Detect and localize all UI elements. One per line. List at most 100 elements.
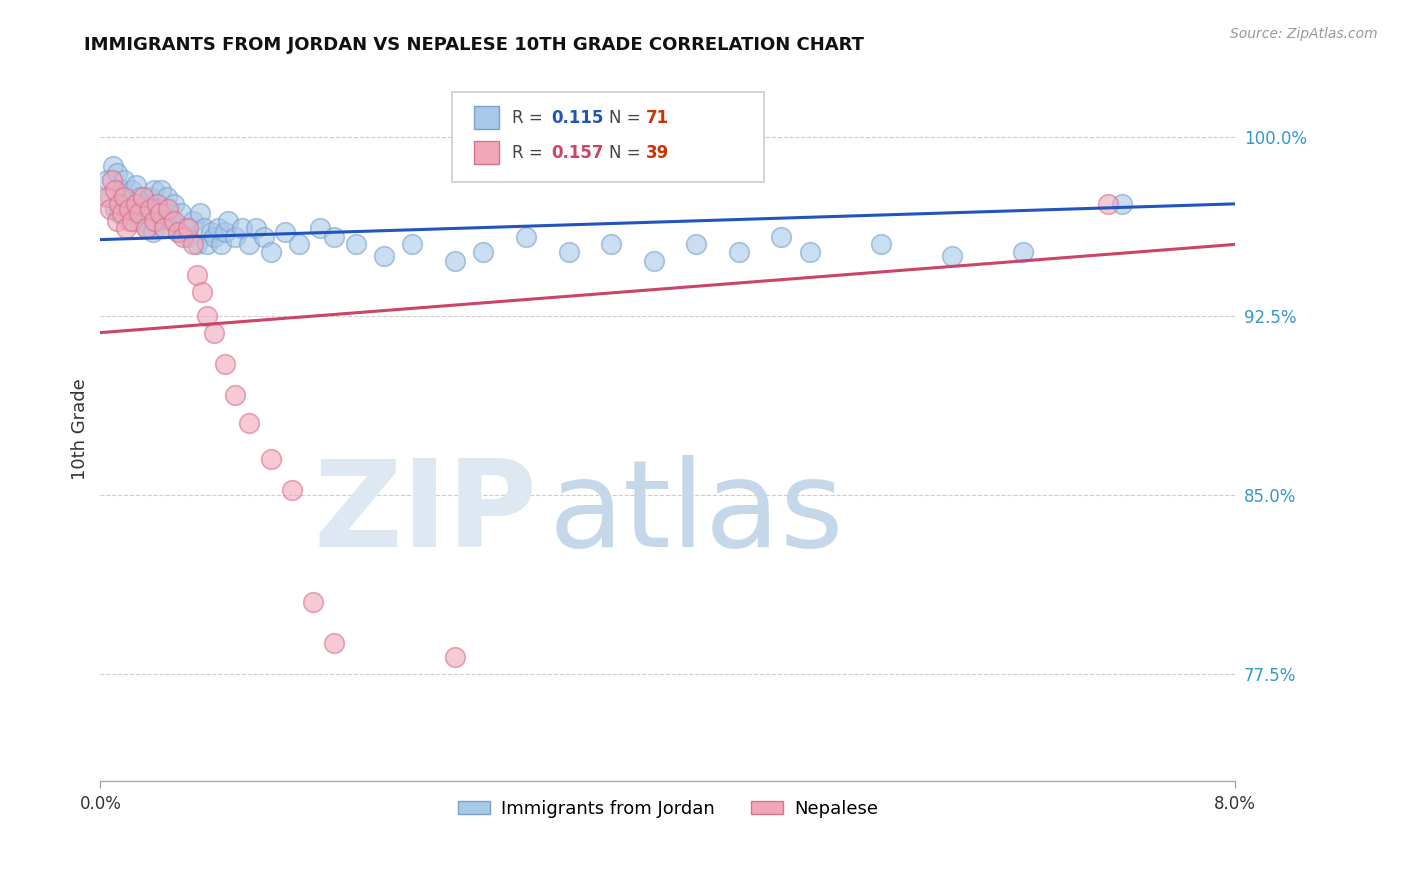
Text: R =: R = bbox=[512, 144, 548, 161]
Point bbox=[195, 309, 218, 323]
Text: R =: R = bbox=[512, 109, 548, 127]
Point bbox=[444, 254, 467, 268]
Point bbox=[128, 213, 150, 227]
Point bbox=[214, 357, 236, 371]
Point bbox=[259, 244, 281, 259]
Text: IMMIGRANTS FROM JORDAN VS NEPALESE 10TH GRADE CORRELATION CHART: IMMIGRANTS FROM JORDAN VS NEPALESE 10TH … bbox=[84, 36, 865, 54]
Point bbox=[167, 226, 190, 240]
Point bbox=[344, 237, 367, 252]
Point bbox=[118, 202, 141, 216]
Point bbox=[186, 268, 208, 283]
Point bbox=[323, 230, 346, 244]
Point bbox=[157, 206, 180, 220]
Point bbox=[245, 220, 267, 235]
Point bbox=[149, 202, 172, 216]
Point bbox=[191, 285, 214, 299]
Text: N =: N = bbox=[609, 109, 645, 127]
Point bbox=[163, 197, 186, 211]
Point bbox=[115, 197, 138, 211]
Point bbox=[139, 190, 162, 204]
Point bbox=[186, 237, 208, 252]
Point bbox=[195, 237, 218, 252]
Point bbox=[121, 213, 143, 227]
Point bbox=[143, 182, 166, 196]
Point bbox=[214, 226, 236, 240]
Point bbox=[142, 226, 165, 240]
Point bbox=[172, 230, 194, 244]
Point bbox=[156, 190, 179, 204]
Point bbox=[869, 237, 891, 252]
Point bbox=[115, 220, 138, 235]
Point bbox=[200, 226, 222, 240]
Point bbox=[323, 635, 346, 649]
Point bbox=[799, 244, 821, 259]
Point bbox=[281, 483, 304, 497]
Text: 71: 71 bbox=[647, 109, 669, 127]
Point bbox=[231, 220, 253, 235]
Point bbox=[1111, 197, 1133, 211]
Point bbox=[181, 213, 204, 227]
Point bbox=[472, 244, 495, 259]
Point bbox=[146, 197, 169, 211]
Text: N =: N = bbox=[609, 144, 645, 161]
Point bbox=[111, 182, 134, 196]
Text: 39: 39 bbox=[647, 144, 669, 161]
FancyBboxPatch shape bbox=[474, 142, 499, 164]
Point bbox=[157, 202, 180, 216]
Point bbox=[100, 173, 122, 187]
Text: 0.115: 0.115 bbox=[551, 109, 603, 127]
Point bbox=[125, 197, 148, 211]
Point bbox=[515, 230, 537, 244]
Point bbox=[557, 244, 579, 259]
Text: atlas: atlas bbox=[548, 455, 844, 572]
Point bbox=[125, 178, 148, 192]
Point bbox=[643, 254, 665, 268]
Point bbox=[163, 213, 186, 227]
Point bbox=[153, 220, 176, 235]
Point bbox=[103, 202, 125, 216]
Point bbox=[941, 249, 963, 263]
Point bbox=[135, 220, 157, 235]
Point bbox=[114, 173, 136, 187]
Point bbox=[188, 206, 211, 220]
Point bbox=[111, 206, 134, 220]
Text: ZIP: ZIP bbox=[314, 455, 537, 572]
Point bbox=[177, 230, 200, 244]
Point bbox=[1011, 244, 1033, 259]
Point bbox=[132, 206, 155, 220]
Point bbox=[193, 220, 215, 235]
Point bbox=[153, 220, 176, 235]
Point bbox=[170, 206, 193, 220]
Legend: Immigrants from Jordan, Nepalese: Immigrants from Jordan, Nepalese bbox=[450, 792, 886, 825]
Point bbox=[160, 213, 183, 227]
Text: Source: ZipAtlas.com: Source: ZipAtlas.com bbox=[1230, 27, 1378, 41]
Point bbox=[238, 237, 260, 252]
FancyBboxPatch shape bbox=[453, 92, 765, 182]
Point bbox=[149, 206, 172, 220]
Point bbox=[146, 213, 169, 227]
Point bbox=[139, 202, 162, 216]
Point bbox=[727, 244, 749, 259]
Point bbox=[309, 220, 332, 235]
Text: 0.157: 0.157 bbox=[551, 144, 603, 161]
Point bbox=[685, 237, 707, 252]
Point bbox=[1097, 197, 1119, 211]
Point bbox=[224, 230, 246, 244]
Point bbox=[373, 249, 395, 263]
Point bbox=[302, 595, 325, 609]
Point bbox=[98, 190, 121, 204]
Point bbox=[118, 213, 141, 227]
Point bbox=[224, 387, 246, 401]
Point bbox=[177, 220, 200, 235]
Point bbox=[401, 237, 423, 252]
Point bbox=[132, 190, 155, 204]
Point bbox=[136, 220, 159, 235]
Point bbox=[217, 213, 239, 227]
Point bbox=[128, 206, 150, 220]
Point bbox=[98, 202, 121, 216]
Point bbox=[96, 173, 118, 187]
Point bbox=[150, 182, 173, 196]
FancyBboxPatch shape bbox=[474, 106, 499, 128]
Y-axis label: 10th Grade: 10th Grade bbox=[72, 378, 89, 480]
Point bbox=[274, 226, 297, 240]
